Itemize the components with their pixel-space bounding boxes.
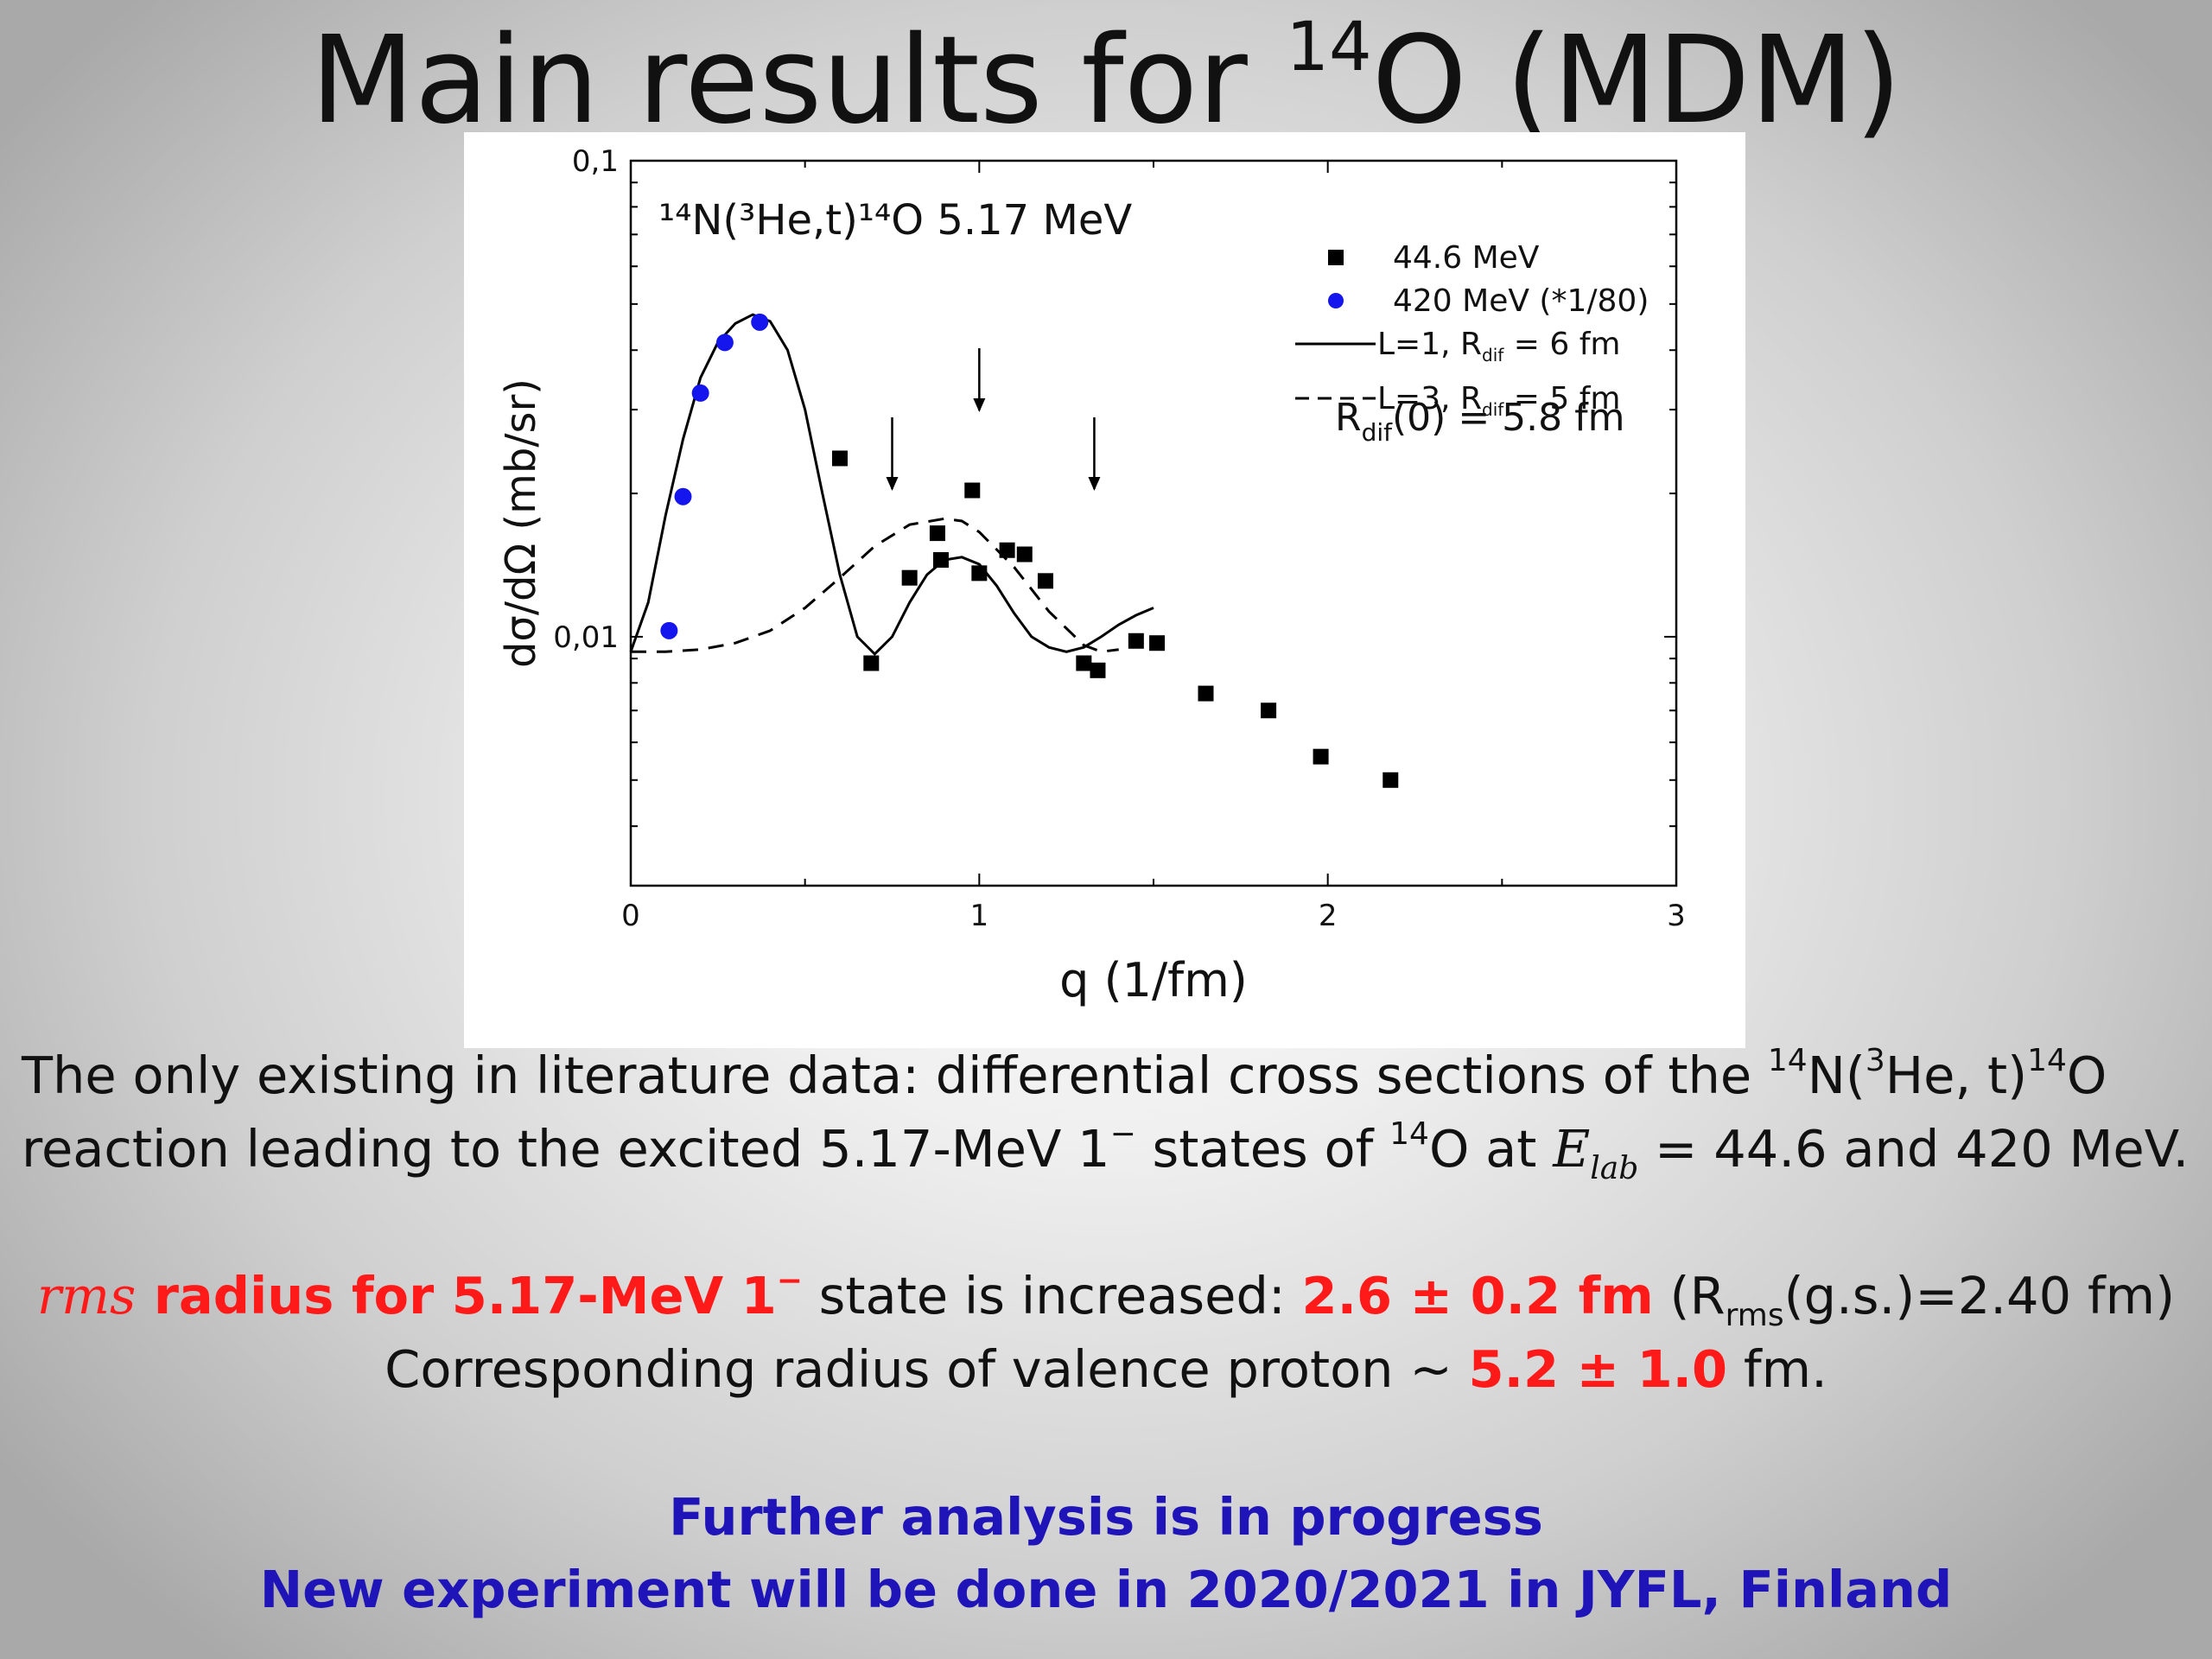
cross-section-figure: 0 1 2 3 0,1 0,01 q (1/fm) dσ/dΩ (mb/sr) ¹⁴N(³He,… <box>464 132 1745 1048</box>
x-tick-label: 0 <box>621 899 640 933</box>
data-point-446mev <box>971 565 988 582</box>
data-point-420mev <box>660 621 678 639</box>
slide-title: Main results for 14O (MDM) <box>310 9 1902 151</box>
paragraph-line-2: reaction leading to the excited 5.17-MeV… <box>22 1116 2190 1186</box>
data-point-446mev <box>1128 632 1144 649</box>
y-axis-label: dσ/dΩ (mb/sr) <box>497 378 545 668</box>
legend-label: 44.6 MeV <box>1393 240 1540 276</box>
legend-marker-square <box>1328 250 1344 265</box>
valence-proton-radius: Corresponding radius of valence proton ~… <box>385 1339 1827 1399</box>
x-tick-label: 3 <box>1667 899 1686 933</box>
x-tick-label: 1 <box>970 899 989 933</box>
data-point-446mev <box>832 450 848 467</box>
reaction-annotation: ¹⁴N(³He,t)¹⁴O 5.17 MeV <box>658 196 1132 245</box>
paragraph-line-1: The only existing in literature data: di… <box>22 1043 2107 1106</box>
l3-curve <box>631 517 1119 653</box>
data-point-446mev <box>1037 573 1053 589</box>
x-axis-label: q (1/fm) <box>1059 953 1248 1007</box>
legend-label: L=3, Rdif = 5 fm <box>1377 381 1620 420</box>
rms-radius-result: rms radius for 5.17-MeV 1− state is incr… <box>36 1263 2176 1333</box>
arrow-head <box>886 477 899 491</box>
data-point-420mev <box>691 384 709 402</box>
data-point-446mev <box>964 482 981 499</box>
data-point-446mev <box>1261 702 1277 719</box>
data-point-446mev <box>1016 546 1033 563</box>
legend-marker-circle <box>1328 293 1344 308</box>
data-point-446mev <box>1076 655 1092 671</box>
legend-label: L=1, Rdif = 6 fm <box>1377 327 1620 365</box>
x-tick-label: 2 <box>1319 899 1338 933</box>
data-point-420mev <box>674 487 692 505</box>
data-point-446mev <box>1313 748 1329 765</box>
data-point-446mev <box>999 542 1015 558</box>
y-tick-label: 0,1 <box>572 144 619 179</box>
data-point-446mev <box>863 655 880 671</box>
analysis-status: Further analysis is in progress <box>669 1487 1543 1547</box>
data-point-420mev <box>751 313 769 331</box>
new-experiment-note: New experiment will be done in 2020/2021… <box>259 1560 1953 1619</box>
legend-label: 420 MeV (*1/80) <box>1393 283 1649 319</box>
data-point-446mev <box>929 525 945 542</box>
data-point-446mev <box>1090 662 1106 678</box>
data-point-420mev <box>715 334 734 352</box>
data-point-446mev <box>1149 635 1166 652</box>
arrow-head <box>973 398 986 412</box>
data-point-446mev <box>901 569 918 586</box>
data-point-446mev <box>932 552 949 569</box>
y-tick-label: 0,01 <box>553 620 619 655</box>
data-point-446mev <box>1198 685 1214 702</box>
arrow-head <box>1088 477 1101 491</box>
cross-section-chart: 0 1 2 3 0,1 0,01 q (1/fm) dσ/dΩ (mb/sr) ¹⁴N(³He,… <box>497 144 1686 1007</box>
data-point-446mev <box>1382 772 1399 788</box>
